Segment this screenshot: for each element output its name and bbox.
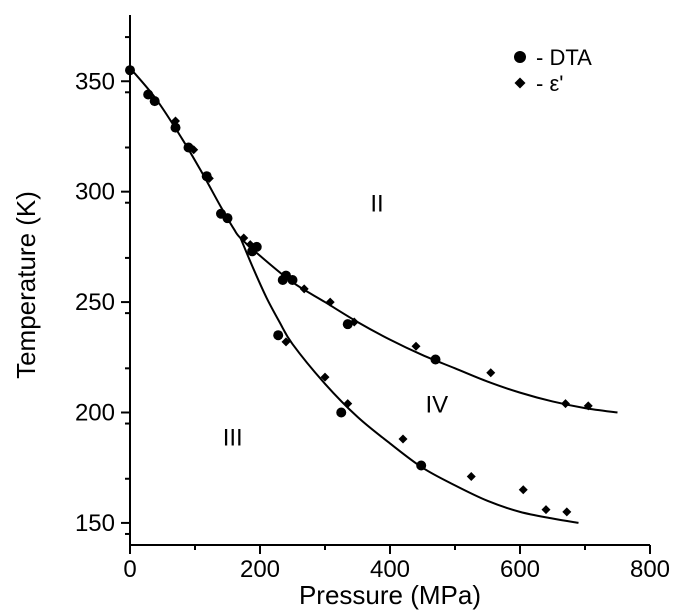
legend-epsilon-marker <box>514 77 526 89</box>
epsilon-point <box>281 337 291 347</box>
epsilon-point <box>562 507 572 517</box>
epsilon-point <box>320 372 330 382</box>
fit-curves <box>129 67 618 524</box>
x-tick-label: 600 <box>500 556 540 583</box>
epsilon-point <box>325 297 335 307</box>
region-label: II <box>370 191 383 218</box>
epsilon-point <box>189 145 199 155</box>
x-tick-label: 200 <box>240 556 280 583</box>
dta-point <box>222 213 233 224</box>
region-label: III <box>223 425 243 452</box>
epsilon-point <box>349 317 359 327</box>
y-tick-label: 200 <box>75 400 115 427</box>
legend-dta-marker <box>514 51 526 63</box>
epsilon-point <box>561 399 570 409</box>
y-tick-label: 300 <box>75 179 115 206</box>
dta-point <box>287 275 298 285</box>
epsilon-point <box>171 116 180 126</box>
epsilon-point <box>583 401 593 411</box>
epsilon-point <box>343 399 353 409</box>
epsilon-point <box>299 284 309 294</box>
legend-label: - ε' <box>536 71 563 96</box>
epsilon-point <box>486 368 496 378</box>
tick-labels: 0 200 400 600 800 150 200 250 300 350 <box>75 68 670 583</box>
epsilon-point <box>204 173 214 183</box>
x-tick-label: 0 <box>123 556 136 583</box>
epsilon-point <box>245 240 255 250</box>
region-label: IV <box>425 392 448 419</box>
y-tick-label: 250 <box>75 289 115 316</box>
epsilon-point <box>239 233 249 243</box>
dta-point <box>430 354 441 365</box>
dta-point <box>125 65 135 76</box>
dta-point <box>143 89 154 100</box>
epsilon-point <box>541 505 551 515</box>
fit-curve <box>129 67 618 414</box>
fit-curve <box>239 237 579 524</box>
epsilon-point <box>518 485 528 495</box>
y-tick-label: 150 <box>75 510 115 537</box>
epsilon-point <box>466 472 476 482</box>
x-tick-label: 800 <box>630 556 670 583</box>
dta-point <box>416 460 427 471</box>
x-tick-label: 400 <box>370 556 410 583</box>
data-markers <box>125 65 593 517</box>
epsilon-point <box>411 341 421 351</box>
axis-ticks <box>121 36 651 554</box>
legend: - DTA- ε' <box>514 45 592 96</box>
legend-label: - DTA <box>536 45 592 70</box>
dta-point <box>149 96 160 107</box>
dta-point <box>170 122 181 133</box>
dta-point <box>336 407 347 418</box>
y-tick-label: 350 <box>75 68 115 95</box>
epsilon-point <box>398 434 408 444</box>
plot-frame <box>129 15 650 546</box>
y-axis-title: Temperature (K) <box>11 191 41 379</box>
dta-point <box>273 330 284 341</box>
x-axis-title: Pressure (MPa) <box>299 580 481 610</box>
